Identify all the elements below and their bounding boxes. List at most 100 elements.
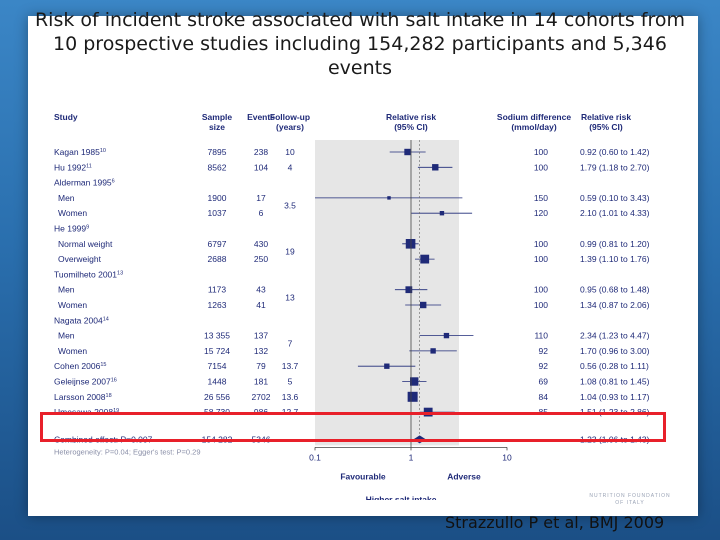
study-label: Women <box>58 346 87 356</box>
sodium-difference: 100 <box>534 300 548 310</box>
sample-size: 2688 <box>208 254 227 264</box>
sodium-difference: 100 <box>534 147 548 157</box>
follow-up-years: 13.6 <box>282 392 299 402</box>
relative-risk-text: 1.08 (0.81 to 1.45) <box>580 377 650 387</box>
sample-size: 1263 <box>208 300 227 310</box>
logo-line-1: NUTRITION FOUNDATION <box>589 493 671 499</box>
sample-size: 8562 <box>208 162 227 172</box>
events-count: 41 <box>256 300 266 310</box>
sodium-difference: 92 <box>539 361 549 371</box>
events-count: 132 <box>254 346 268 356</box>
events-count: 2702 <box>252 392 271 402</box>
sodium-difference: 100 <box>534 239 548 249</box>
plot-shade-right <box>411 140 459 446</box>
sodium-difference: 84 <box>539 392 549 402</box>
follow-up-years: 7 <box>288 338 293 348</box>
sample-size: 1037 <box>208 208 227 218</box>
sodium-difference: 100 <box>534 162 548 172</box>
relative-risk-text: 2.10 (1.01 to 4.33) <box>580 208 650 218</box>
follow-up-years: 10 <box>285 147 295 157</box>
header-sodium-1: Sodium difference <box>497 112 571 122</box>
sodium-difference: 69 <box>539 377 549 387</box>
rr-marker <box>404 148 411 156</box>
sample-size: 7895 <box>208 147 227 157</box>
sample-size: 7154 <box>208 361 227 371</box>
study-label: Nagata 200414 <box>54 315 109 325</box>
events-count: 250 <box>254 254 268 264</box>
sodium-difference: 120 <box>534 208 548 218</box>
events-count: 238 <box>254 147 268 157</box>
follow-up-years: 5 <box>288 377 293 387</box>
events-count: 43 <box>256 285 266 295</box>
citation: Strazzullo P et al, BMJ 2009 <box>445 513 665 532</box>
rr-marker <box>384 363 390 369</box>
relative-risk-text: 0.59 (0.10 to 3.43) <box>580 193 650 203</box>
events-count: 17 <box>256 193 266 203</box>
follow-up-years: 13 <box>285 292 295 302</box>
rr-marker <box>407 391 418 402</box>
sample-size: 13 355 <box>204 331 230 341</box>
study-label: Men <box>58 193 75 203</box>
title-line-1: Risk of incident stroke associated with … <box>34 9 686 31</box>
events-count: 6 <box>259 208 264 218</box>
relative-risk-text: 2.34 (1.23 to 4.47) <box>580 331 650 341</box>
title-line-3: events <box>327 57 392 79</box>
study-label: Larsson 200818 <box>54 392 112 402</box>
relative-risk-text: 1.70 (0.96 to 3.00) <box>580 346 650 356</box>
sample-size: 6797 <box>208 239 227 249</box>
sodium-difference: 100 <box>534 285 548 295</box>
study-label: Women <box>58 208 87 218</box>
plot-shade-left <box>315 140 411 446</box>
x-axis-title: Higher salt intake <box>366 494 437 500</box>
header-followup-2: (years) <box>276 122 304 132</box>
sodium-difference: 110 <box>534 331 548 341</box>
study-label: Overweight <box>58 254 102 264</box>
nutrition-foundation-logo: NUTRITION FOUNDATION OF ITALY <box>575 493 685 507</box>
heterogeneity-text: Heterogeneity: P=0.04; Egger's test: P=0… <box>54 447 201 456</box>
study-label: Hu 199211 <box>54 162 92 172</box>
rr-marker <box>443 332 450 339</box>
header-study: Study <box>54 112 78 122</box>
study-label: Kagan 198510 <box>54 147 106 157</box>
relative-risk-text: 1.04 (0.93 to 1.17) <box>580 392 650 402</box>
study-label: Cohen 200615 <box>54 361 106 371</box>
header-sodium-2: (mmol/day) <box>511 122 557 132</box>
study-label: Tuomilheto 200113 <box>54 269 123 279</box>
header-followup-1: Follow-up <box>270 112 310 122</box>
follow-up-years: 3.5 <box>284 201 296 211</box>
rr-marker <box>405 239 416 249</box>
combined-effect-highlight <box>40 412 666 442</box>
relative-risk-text: 1.34 (0.87 to 2.06) <box>580 300 650 310</box>
study-label: Women <box>58 300 87 310</box>
rr-marker <box>387 196 391 200</box>
study-label: Alderman 19956 <box>54 178 115 188</box>
x-tick-label: 10 <box>502 452 512 462</box>
relative-risk-text: 0.95 (0.68 to 1.48) <box>580 285 650 295</box>
relative-risk-text: 0.56 (0.28 to 1.11) <box>580 361 649 371</box>
study-label: Men <box>58 331 75 341</box>
x-tick-label: 0.1 <box>309 452 321 462</box>
relative-risk-text: 1.39 (1.10 to 1.76) <box>580 254 650 264</box>
header-events: Events <box>247 112 275 122</box>
relative-risk-text: 0.99 (0.81 to 1.20) <box>580 239 650 249</box>
rr-marker <box>432 164 439 171</box>
header-rr-text-1: Relative risk <box>581 112 631 122</box>
sample-size: 26 556 <box>204 392 230 402</box>
events-count: 79 <box>256 361 266 371</box>
header-rr-plot-2: (95% CI) <box>394 122 428 132</box>
relative-risk-text: 1.79 (1.18 to 2.70) <box>580 162 650 172</box>
logo-line-2: OF ITALY <box>615 500 645 506</box>
x-label-adverse: Adverse <box>447 471 481 481</box>
events-count: 181 <box>254 377 268 387</box>
follow-up-years: 4 <box>288 162 293 172</box>
sample-size: 1173 <box>208 285 227 295</box>
sample-size: 1448 <box>208 377 227 387</box>
x-tick-label: 1 <box>409 452 414 462</box>
follow-up-years: 13.7 <box>282 361 299 371</box>
relative-risk-text: 0.92 (0.60 to 1.42) <box>580 147 650 157</box>
header-size-2: size <box>209 122 225 132</box>
sample-size: 15 724 <box>204 346 230 356</box>
x-label-favourable: Favourable <box>340 471 386 481</box>
rr-marker <box>420 301 427 309</box>
header-rr-text-2: (95% CI) <box>589 122 623 132</box>
